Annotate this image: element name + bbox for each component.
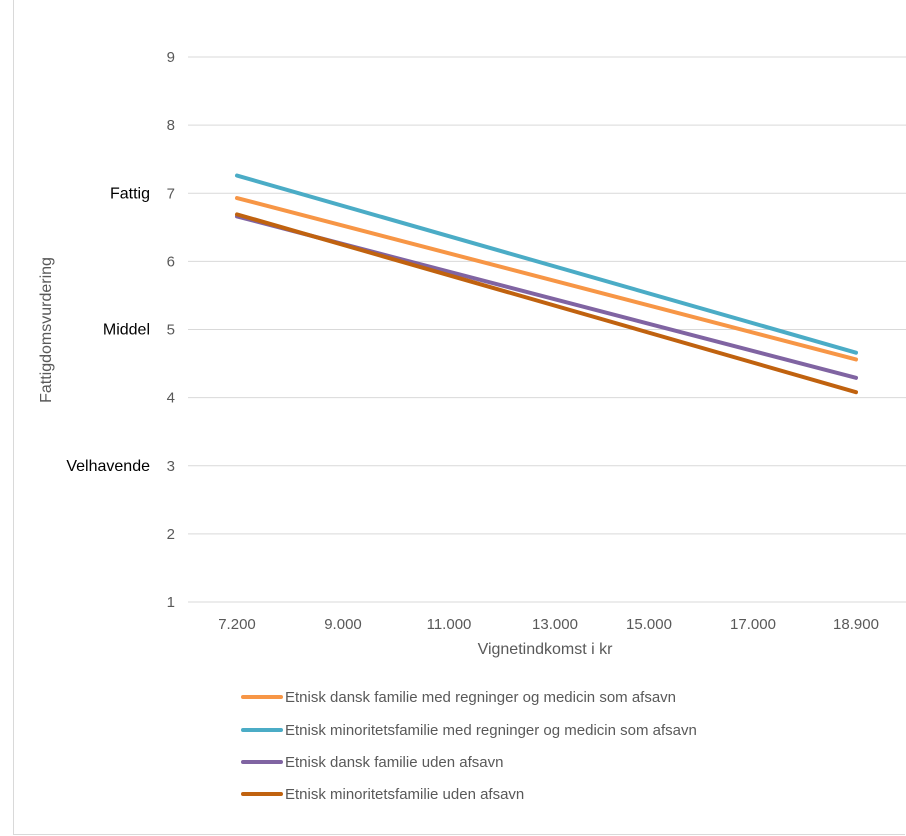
x-tick-label: 15.000 bbox=[626, 616, 672, 633]
x-axis-ticks: 7.200 9.000 11.000 13.000 15.000 17.000 18.900 bbox=[218, 616, 879, 633]
legend-label: Etnisk minoritetsfamilie uden afsavn bbox=[285, 786, 524, 803]
y-tick-label: 8 bbox=[167, 117, 175, 134]
series-line bbox=[235, 212, 858, 395]
x-axis-title: Vignetindkomst i kr bbox=[478, 641, 614, 658]
y-tick-label: 2 bbox=[167, 526, 175, 543]
x-tick-label: 9.000 bbox=[324, 616, 362, 633]
side-label: Velhavende bbox=[66, 458, 150, 475]
x-tick-label: 17.000 bbox=[730, 616, 776, 633]
y-axis-title: Fattigdomsvurdering bbox=[38, 257, 55, 403]
x-tick-label: 13.000 bbox=[532, 616, 578, 633]
legend-label: Etnisk dansk familie uden afsavn bbox=[285, 754, 503, 771]
gridlines bbox=[188, 56, 906, 603]
y-tick-label: 3 bbox=[167, 458, 175, 475]
x-tick-label: 11.000 bbox=[427, 616, 472, 633]
side-labels: Fattig Middel Velhavende bbox=[66, 185, 150, 475]
legend-label: Etnisk dansk familie med regninger og me… bbox=[285, 689, 676, 706]
legend-label: Etnisk minoritetsfamilie med regninger o… bbox=[285, 722, 697, 739]
side-label: Middel bbox=[103, 322, 150, 339]
y-axis-ticks: 1 2 3 4 5 6 7 8 9 bbox=[167, 49, 175, 611]
series-lines bbox=[235, 173, 858, 395]
series-line bbox=[235, 173, 858, 355]
y-tick-label: 7 bbox=[167, 185, 175, 202]
y-tick-label: 6 bbox=[167, 253, 175, 270]
x-tick-label: 7.200 bbox=[218, 616, 256, 633]
x-tick-label: 18.900 bbox=[833, 616, 879, 633]
series-line bbox=[235, 196, 858, 362]
y-tick-label: 5 bbox=[167, 322, 175, 339]
y-tick-label: 9 bbox=[167, 49, 175, 66]
y-tick-label: 1 bbox=[167, 594, 175, 611]
chart-border bbox=[13, 0, 905, 835]
side-label: Fattig bbox=[110, 185, 150, 202]
y-tick-label: 4 bbox=[167, 390, 175, 407]
legend: Etnisk dansk familie med regninger og me… bbox=[241, 689, 697, 803]
